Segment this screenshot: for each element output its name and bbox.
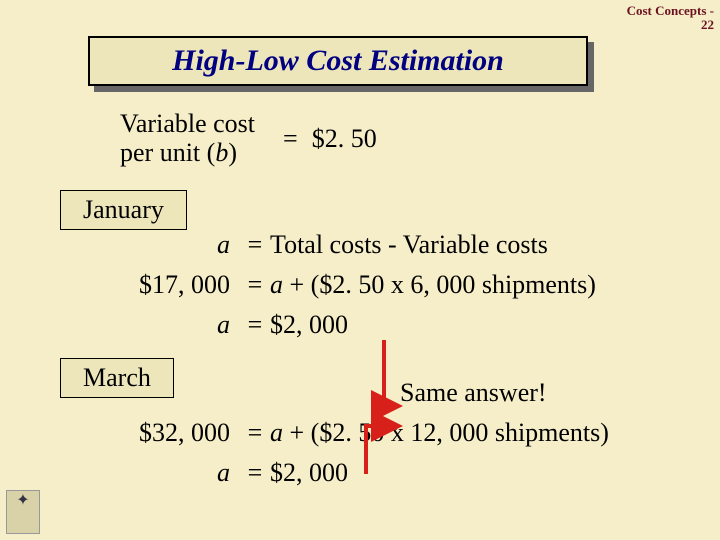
- variable-cost-row: Variable cost per unit (b) = $2. 50: [120, 110, 377, 167]
- jan-eq-3: a = $2, 000: [100, 310, 596, 350]
- vc-label: Variable cost per unit (b): [120, 110, 255, 167]
- march-label: March: [60, 358, 174, 398]
- header-line1: Cost Concepts -: [627, 3, 714, 18]
- jan-eq-2: $17, 000 = a + ($2. 50 x 6, 000 shipment…: [100, 270, 596, 310]
- university-logo: ✦: [6, 490, 40, 534]
- mar-eq-1: $32, 000 = a + ($2. 50 x 12, 000 shipmen…: [100, 418, 609, 458]
- march-equations: $32, 000 = a + ($2. 50 x 12, 000 shipmen…: [100, 418, 609, 498]
- vc-equals: =: [283, 124, 298, 154]
- january-label: January: [60, 190, 187, 230]
- header-line2: 22: [701, 17, 714, 32]
- january-equations: a = Total costs - Variable costs $17, 00…: [100, 230, 596, 350]
- same-answer-text: Same answer!: [400, 378, 547, 408]
- title-text: High-Low Cost Estimation: [172, 44, 504, 78]
- mar-eq-2: a = $2, 000: [100, 458, 609, 498]
- slide-header: Cost Concepts - 22: [627, 4, 714, 33]
- jan-eq-1: a = Total costs - Variable costs: [100, 230, 596, 270]
- title-box: High-Low Cost Estimation: [88, 36, 588, 86]
- vc-value: $2. 50: [312, 124, 377, 154]
